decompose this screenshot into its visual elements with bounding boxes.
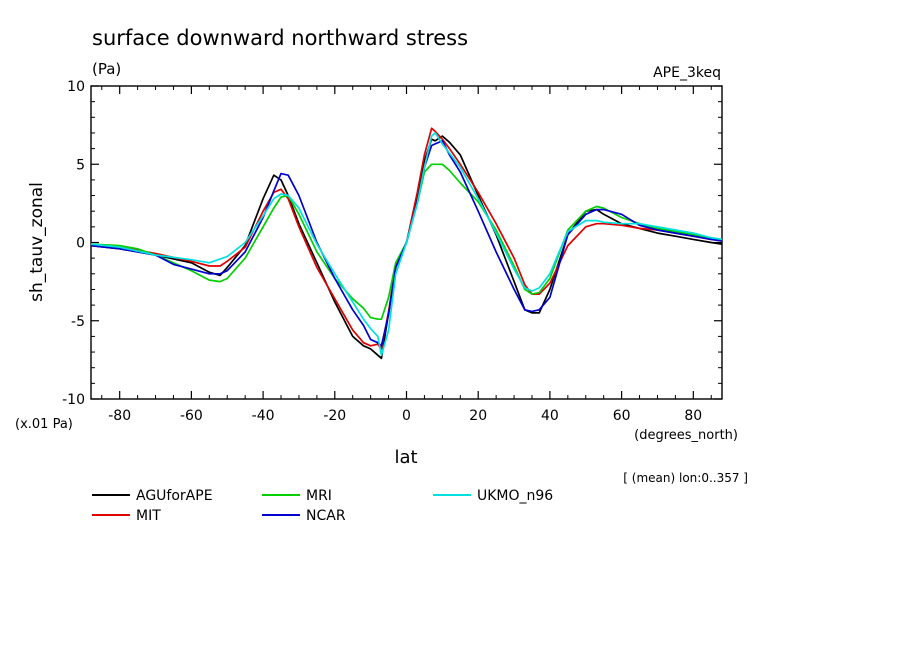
series-line-mit [90, 127, 723, 350]
dataset-label: APE_3keq [653, 65, 721, 81]
legend-label-ncar: NCAR [306, 508, 346, 524]
x-tick-label: 40 [541, 408, 559, 424]
y-tick-label: 10 [67, 79, 85, 95]
legend-label-ukmo-n96: UKMO_n96 [477, 488, 553, 504]
x-tick-label: 20 [469, 408, 487, 424]
x-tick-label: -40 [252, 408, 275, 424]
legend-label-mri: MRI [306, 488, 332, 504]
y-tick-label: 5 [76, 157, 85, 173]
x-tick-label: -60 [180, 408, 203, 424]
plot-area: -80 -60 -40 -20 0 20 40 60 80 -10 -5 0 5 10 [62, 79, 723, 424]
y-axis-label: sh_tauv_zonal [27, 182, 47, 302]
x-axis-label: lat [394, 447, 417, 468]
y-tick-label: -5 [71, 314, 85, 330]
legend-label-aguforape: AGUforAPE [136, 488, 213, 504]
y-tick-label: -10 [62, 392, 85, 408]
series-line-ukmo-n96 [90, 132, 723, 357]
x-tick-label: -80 [108, 408, 131, 424]
x-tick-label: -20 [323, 408, 346, 424]
chart-title: surface downward northward stress [92, 26, 468, 50]
y-scale-note: (x.01 Pa) [15, 417, 73, 432]
x-tick-label: 60 [613, 408, 631, 424]
series-line-aguforape [90, 135, 723, 360]
legend-label-mit: MIT [136, 508, 161, 524]
x-units-label: (degrees_north) [634, 428, 738, 443]
y-tick-label: 0 [76, 236, 85, 252]
units-label: (Pa) [92, 60, 121, 78]
x-tick-label: 0 [402, 408, 411, 424]
mean-note: [ (mean) lon:0..357 ] [623, 471, 748, 485]
legend: AGUforAPE MIT MRI NCAR UKMO_n96 [92, 488, 553, 524]
x-tick-label: 80 [684, 408, 702, 424]
